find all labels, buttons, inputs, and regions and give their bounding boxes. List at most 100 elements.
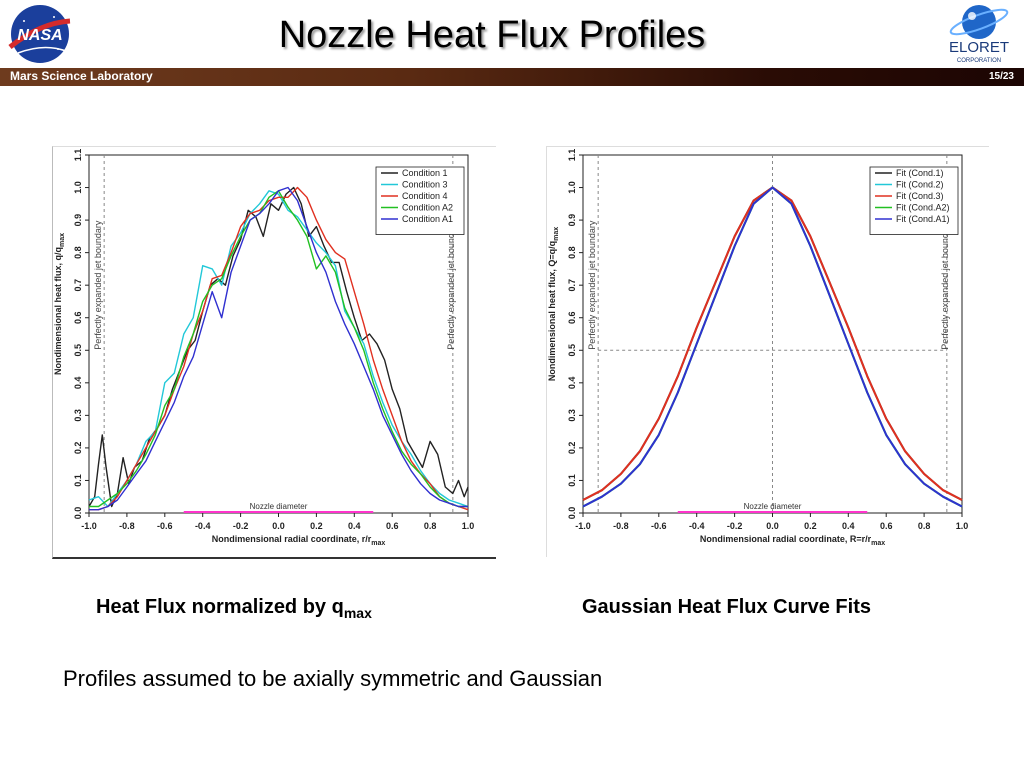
y-tick-label: 0.3 [567,409,577,422]
body-text: Profiles assumed to be axially symmetric… [63,666,603,691]
y-tick-label: 0.3 [73,409,83,422]
x-axis-label-main: Nondimensional radial coordinate, r/r [212,534,372,544]
heat-flux-chart-panel: -1.0 -0.8 -0.6 -0.4 -0.2 0.0 0.2 0.4 0.6 0.8 1.0 0.… [52,146,496,559]
y-tick-label: 0.5 [73,344,83,357]
caption-left-main: Heat Flux normalized by q [96,596,344,618]
jet-boundary-label: Perfectly expanded jet boundary [446,220,456,350]
y-axis-label-sub: max [553,227,560,241]
page-title: Nozzle Heat Flux Profiles [278,14,706,56]
series-line [88,190,469,508]
legend-box [375,166,465,235]
x-tick-label: -0.4 [195,521,211,531]
legend-label: Fit (Cond.A1) [896,214,950,224]
x-tick-label: 0.0 [766,521,779,531]
x-axis-label: Nondimensional radial coordinate, R=r/rm… [700,534,885,547]
x-tick-label: 0.4 [348,521,361,531]
y-tick-label: 1.0 [73,181,83,194]
eloret-logo-text: ELORET [949,39,1009,56]
nasa-logo-text: NASA [17,27,62,44]
y-axis-label-sub: max [59,233,66,247]
x-tick-label: -0.4 [689,521,705,531]
y-tick-label: 0.9 [73,214,83,227]
legend-label: Fit (Cond.A2) [896,203,950,213]
x-tick-label: -0.8 [613,521,629,531]
y-tick-label: 0.0 [73,507,83,520]
nozzle-diameter-label: Nozzle diameter [744,502,802,511]
y-axis-label: Nondimensional heat flux, q/qmax [53,233,66,375]
y-tick-label: 0.6 [73,311,83,324]
legend-label: Condition 4 [402,191,448,201]
heat-flux-chart: -1.0 -0.8 -0.6 -0.4 -0.2 0.0 0.2 0.4 0.6 0.8 1.0 0.… [53,149,475,547]
y-axis-label-main: Nondimensional heat flux, Q=q/q [547,241,557,381]
x-tick-label: 0.8 [918,521,931,531]
y-tick-label: 0.2 [73,442,83,455]
legend-label: Condition 3 [402,180,448,190]
x-axis-label-main: Nondimensional radial coordinate, R=r/r [700,534,872,544]
x-tick-label: -1.0 [575,521,591,531]
header-banner: Mars Science Laboratory 15/23 [0,68,1024,86]
x-tick-label: -0.6 [157,521,173,531]
jet-boundary-label: Perfectly expanded jet boundary [93,220,103,350]
x-tick-label: -0.2 [727,521,743,531]
legend-label: Condition A1 [402,214,453,224]
x-tick-label: 0.2 [310,521,323,531]
legend-label: Fit (Cond.3) [896,191,944,201]
y-tick-label: 0.1 [73,474,83,487]
y-tick-label: 0.7 [567,279,577,292]
caption-right: Gaussian Heat Flux Curve Fits [582,596,871,618]
y-tick-label: 0.8 [73,246,83,259]
y-tick-label: 0.6 [567,311,577,324]
x-axis-label-sub: max [871,540,885,547]
eloret-logo: ELORET CORPORATION [949,5,1009,64]
y-axis-label: Nondimensional heat flux, Q=q/qmax [547,227,560,381]
series-line [582,186,963,508]
y-tick-label: 0.7 [73,279,83,292]
x-tick-label: 0.6 [880,521,893,531]
y-tick-label: 0.4 [567,377,577,390]
y-axis-label-main: Nondimensional heat flux, q/q [53,247,63,375]
caption-left: Heat Flux normalized by qmax [96,596,372,621]
y-tick-label: 0.4 [73,377,83,390]
series-line [89,186,468,511]
series-line [88,186,469,508]
legend-box [869,166,959,235]
x-tick-label: 1.0 [462,521,475,531]
x-axis-label: Nondimensional radial coordinate, r/rmax [212,534,386,547]
x-tick-label: 0.0 [272,521,285,531]
y-tick-label: 0.2 [567,442,577,455]
x-tick-label: 0.8 [424,521,437,531]
legend-label: Fit (Cond.1) [896,168,944,178]
x-tick-label: 1.0 [956,521,969,531]
x-tick-label: -1.0 [81,521,97,531]
y-tick-label: 0.9 [567,214,577,227]
y-tick-label: 1.0 [567,181,577,194]
y-tick-label: 1.1 [73,149,83,162]
x-tick-label: -0.6 [651,521,667,531]
y-tick-label: 0.0 [567,507,577,520]
y-tick-label: 1.1 [567,149,577,162]
y-tick-label: 0.5 [567,344,577,357]
banner-program-name: Mars Science Laboratory [10,69,153,83]
caption-left-sub: max [343,605,372,621]
x-tick-label: -0.8 [119,521,135,531]
gaussian-fit-chart-panel: -1.0 -0.8 -0.6 -0.4 -0.2 0.0 0.2 0.4 0.6 0.8 1.0 0.… [546,146,989,557]
x-tick-label: 0.4 [842,521,855,531]
x-axis-label-sub: max [371,540,385,547]
x-tick-label: 0.6 [386,521,399,531]
y-tick-label: 0.8 [567,246,577,259]
x-tick-label: -0.2 [233,521,249,531]
series-line [89,190,468,508]
nozzle-diameter-label: Nozzle diameter [250,502,308,511]
y-tick-label: 0.1 [567,474,577,487]
nasa-logo: NASA [8,5,71,63]
page-number: 15/23 [988,71,1014,82]
series-line [89,186,469,511]
jet-boundary-label: Perfectly expanded jet boundary [940,220,950,350]
legend-label: Fit (Cond.2) [896,180,944,190]
jet-boundary-label: Perfectly expanded jet boundary [587,220,597,350]
eloret-logo-subtext: CORPORATION [957,58,1001,64]
gaussian-fit-chart: -1.0 -0.8 -0.6 -0.4 -0.2 0.0 0.2 0.4 0.6 0.8 1.0 0.… [547,149,969,547]
legend-label: Condition A2 [402,203,453,213]
x-tick-label: 0.2 [804,521,817,531]
legend-label: Condition 1 [402,168,448,178]
